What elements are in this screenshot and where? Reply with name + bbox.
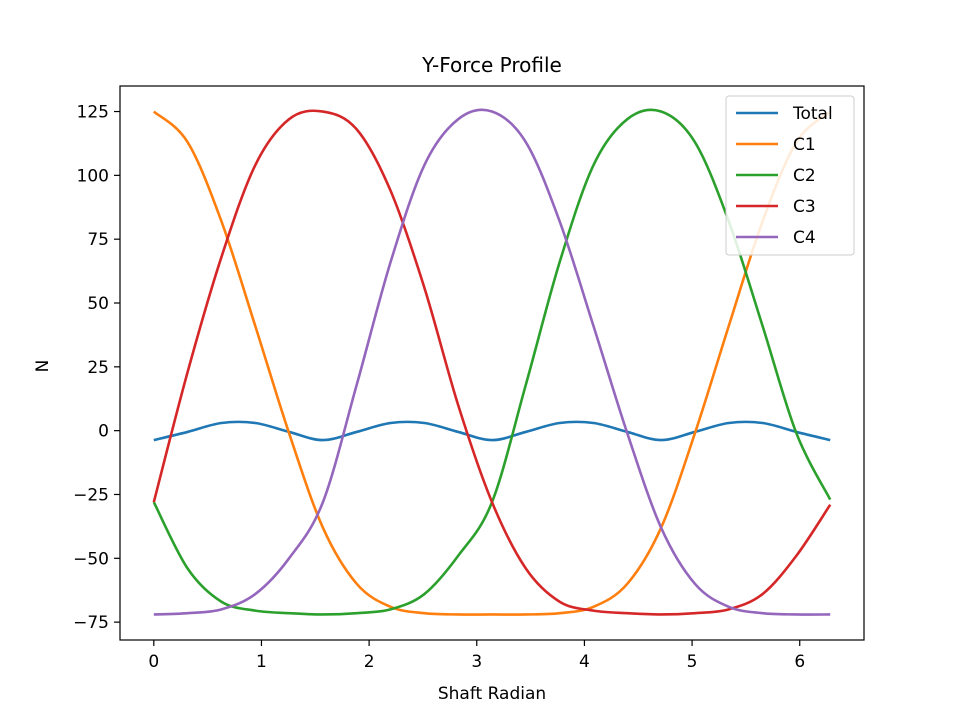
chart-title: Y-Force Profile	[421, 53, 562, 77]
x-tick-label: 3	[471, 652, 482, 672]
series-line-c3	[152, 109, 832, 616]
y-tick-label: −25	[73, 485, 109, 505]
y-tick-label: 0	[98, 422, 109, 442]
y-tick-label: −75	[73, 613, 109, 633]
x-tick-label: 0	[148, 652, 159, 672]
x-axis: 0 1 2 3 4 5 6	[148, 640, 805, 672]
y-axis-label: N	[33, 360, 53, 373]
legend-label-total: Total	[792, 104, 833, 124]
x-axis-label: Shaft Radian	[438, 684, 546, 704]
x-tick-label: 1	[256, 652, 267, 672]
series-layer	[152, 108, 832, 616]
y-tick-label: 100	[77, 166, 109, 186]
x-tick-label: 5	[687, 652, 698, 672]
series-line-total	[153, 420, 831, 442]
legend-label-c4: C4	[793, 228, 816, 248]
x-tick-label: 6	[794, 652, 805, 672]
legend-label-c2: C2	[793, 166, 816, 186]
legend: Total C1 C2 C3 C4	[725, 95, 855, 256]
legend-box	[725, 95, 855, 256]
legend-label-c1: C1	[793, 135, 816, 155]
y-tick-label: 50	[87, 294, 109, 314]
y-tick-label: −50	[73, 549, 109, 569]
y-tick-label: 75	[87, 230, 109, 250]
y-tick-label: 125	[77, 103, 109, 123]
legend-label-c3: C3	[793, 197, 816, 217]
plot-area	[119, 85, 865, 641]
y-axis: −75 −50 −25 0 25 50 75 100 125	[73, 103, 120, 633]
series-line-c1	[152, 110, 832, 616]
y-tick-label: 25	[87, 358, 109, 378]
x-tick-label: 2	[364, 652, 375, 672]
x-tick-label: 4	[579, 652, 590, 672]
series-line-c4	[153, 108, 831, 616]
